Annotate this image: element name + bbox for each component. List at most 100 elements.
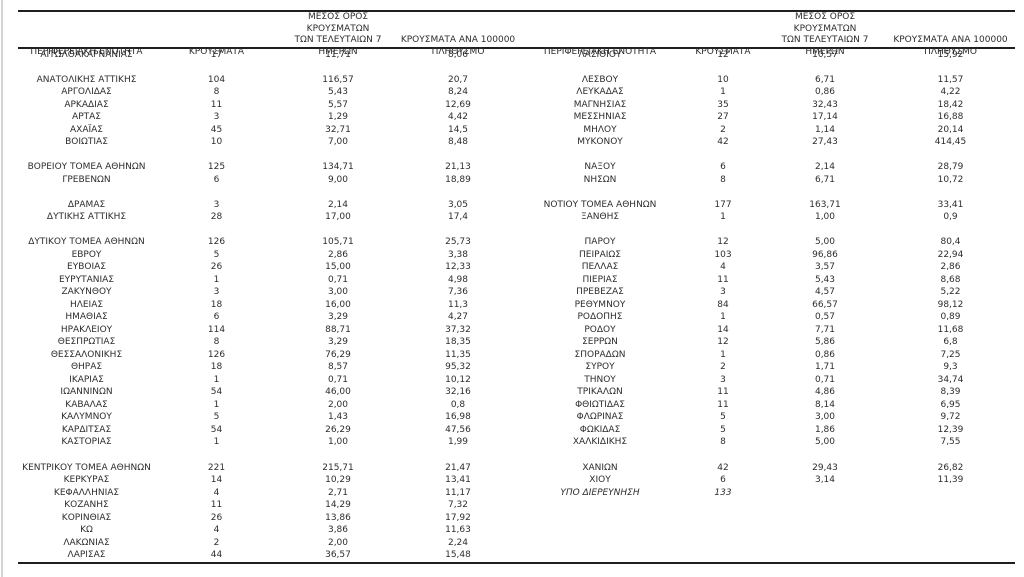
table-row: ΒΟΡΕΙΟΥ ΤΟΜΕΑ ΑΘΗΝΩΝ 125 134,71 21,13 ΝΑΞΟΥ 6… [18,161,1015,174]
table-row: ΛΑΡΙΣΑΣ 44 36,57 15,48 [18,549,1015,562]
cell-region-2: ΝΑΞΟΥ [584,162,616,173]
cell-per100k-2: 6,95 [940,399,961,410]
cell-avg7-2: 5,00 [814,437,836,448]
cell-cases-2: 1 [720,212,726,223]
cell-per100k: 11,63 [445,525,471,536]
cell-region-2: ΦΩΚΙΔΑΣ [579,424,621,435]
cell-region-2: ΧΑΝΙΩΝ [582,462,618,473]
cell-avg7-2: 8,14 [814,399,836,410]
cell-per100k-2: 414,45 [934,137,967,148]
cell-avg7: 5,57 [327,99,349,110]
table-row [18,449,1015,462]
cell-per100k-2: 5,22 [940,287,961,298]
table-row: ΚΩ 4 3,86 11,63 [18,524,1015,537]
cell-region: ΒΟΡΕΙΟΥ ΤΟΜΕΑ ΑΘΗΝΩΝ [27,162,146,173]
header-cases: ΚΡΟΥΣΜΑΤΑ [188,46,245,57]
table-row: ΛΑΚΩΝΙΑΣ 2 2,00 2,24 [18,537,1015,550]
header-underline [18,47,1015,49]
cell-per100k: 18,35 [445,337,471,348]
cell-per100k: 8,24 [447,87,469,98]
cell-per100k: 11,35 [445,349,471,360]
table-row: ΚΑΣΤΟΡΙΑΣ 1 1,00 1,99 ΧΑΛΚΙΔΙΚΗΣ 8 5,00 7,55 [18,436,1015,449]
table-row: ΔΥΤΙΚΟΥ ΤΟΜΕΑ ΑΘΗΝΩΝ 126 105,71 25,73 ΠΑΡΟΥ 1… [18,236,1015,249]
cell-cases: 11 [210,500,223,511]
cell-region-2: ΛΕΣΒΟΥ [581,74,619,85]
cell-per100k: 25,73 [445,237,471,248]
cell-region-2: ΝΗΣΩΝ [583,174,617,185]
cell-avg7: 8,57 [327,362,349,373]
cell-per100k: 21,13 [445,162,471,173]
cell-cases-2: 5 [720,412,726,423]
cell-avg7: 26,29 [325,424,351,435]
cell-region: ΘΕΣΠΡΩΤΙΑΣ [57,337,116,348]
page-left-edge [1,0,3,577]
cell-avg7: 116,57 [322,74,354,85]
cell-per100k: 21,47 [445,462,471,473]
cell-per100k: 16,98 [445,412,471,423]
cell-region-2: ΥΠΟ ΔΙΕΡΕΥΝΗΣΗ [560,487,640,498]
table-row: ΚΕΦΑΛΛΗΝΙΑΣ 4 2,71 11,17 ΥΠΟ ΔΙΕΡΕΥΝΗΣΗ 133 [18,487,1015,500]
table-top-rule [18,10,1015,12]
cell-avg7: 3,29 [327,312,349,323]
cell-avg7-2: 0,57 [814,312,836,323]
cell-per100k: 37,32 [445,324,471,335]
cell-region: ΕΒΡΟΥ [71,249,102,260]
cell-region-2: ΝΟΤΙΟΥ ΤΟΜΕΑ ΑΘΗΝΩΝ [543,199,657,210]
cell-per100k-2: 9,72 [940,412,961,423]
cell-region-2: ΤΗΝΟΥ [584,374,616,385]
cell-region-2: ΡΟΔΟΥ [584,324,616,335]
cases-table: ΠΕΡΙΦΕΡΕΙΑΚΗ ΕΝΟΤΗΤΑ ΚΡΟΥΣΜΑΤΑ ΜΕΣΟΣ ΟΡΟ… [18,10,1015,564]
cell-per100k-2: 80,4 [940,237,961,248]
cell-avg7-2: 1,00 [814,212,836,223]
cell-avg7: 134,71 [322,162,354,173]
cell-avg7-2: 1,86 [814,424,836,435]
header-per100k-2: ΚΡΟΥΣΜΑΤΑ ΑΝΑ 100000 ΠΛΗΘΥΣΜΟ [893,35,1008,57]
cell-avg7: 0,71 [327,374,349,385]
cell-region-2: ΣΥΡΟΥ [585,362,615,373]
cell-per100k-2: 33,41 [937,199,964,210]
cell-region-2: ΜΕΣΣΗΝΙΑΣ [573,112,627,123]
cell-region-2: ΦΛΩΡΙΝΑΣ [576,412,624,423]
header-cases-2: ΚΡΟΥΣΜΑΤΑ [695,46,751,57]
cell-cases-2: 1 [720,349,726,360]
cell-cases-2: 8 [720,174,726,185]
cell-region: ΚΩ [80,525,93,536]
cell-region-2: ΞΑΝΘΗΣ [580,212,620,223]
cell-cases: 54 [210,387,223,398]
table-row [18,149,1015,162]
cell-cases: 3 [213,287,220,298]
cell-avg7: 32,71 [325,124,351,135]
cell-region-2: ΡΕΘΥΜΝΟΥ [574,299,626,310]
cell-avg7: 1,43 [327,412,349,423]
cell-avg7-2: 5,00 [814,237,836,248]
table-row: ΒΟΙΩΤΙΑΣ 10 7,00 8,48 ΜΥΚΟΝΟΥ 42 27,43 414,45 [18,136,1015,149]
table-row: ΕΒΡΟΥ 5 2,86 3,38 ΠΕΙΡΑΙΩΣ 103 96,86 22,94 [18,249,1015,262]
cell-cases: 4 [213,487,220,498]
cell-avg7-2: 6,71 [814,174,836,185]
header-avg7-2: ΜΕΣΟΣ ΟΡΟΣ ΚΡΟΥΣΜΑΤΩΝ ΤΩΝ ΤΕΛΕΥΤΑΙΩΝ 7 Η… [781,12,869,57]
cell-per100k-2: 6,8 [943,337,958,348]
cell-per100k: 4,42 [447,112,469,123]
cell-cases: 11 [210,99,223,110]
cell-cases: 4 [213,525,220,536]
cell-per100k: 1,99 [447,437,469,448]
cell-cases: 10 [210,137,223,148]
cell-region-2: ΠΙΕΡΙΑΣ [582,274,618,285]
cell-region: ΕΥΡΥΤΑΝΙΑΣ [59,274,114,285]
cell-cases: 126 [207,237,226,248]
cell-cases: 44 [210,550,223,561]
cell-cases: 14 [210,475,223,486]
cell-region-2: ΠΕΙΡΑΙΩΣ [579,249,621,260]
cell-avg7: 88,71 [325,324,351,335]
cell-per100k: 17,92 [445,512,471,523]
cell-cases-2: 27 [717,112,729,123]
cell-avg7: 76,29 [325,349,351,360]
cell-avg7-2: 4,86 [814,387,836,398]
cell-region-2: ΡΟΔΟΠΗΣ [577,312,623,323]
cell-cases-2: 11 [717,399,729,410]
table-row: ΖΑΚΥΝΘΟΥ 3 3,00 7,36 ΠΡΕΒΕΖΑΣ 3 4,57 5,22 [18,286,1015,299]
header-region-2: ΠΕΡΙΦΕΡΕΙΑΚΗ ΕΝΟΤΗΤΑ [543,46,657,57]
table-row: ΑΧΑΪΑΣ 45 32,71 14,5 ΜΗΛΟΥ 2 1,14 20,14 [18,124,1015,137]
cell-avg7-2: 0,86 [814,87,836,98]
cell-per100k: 95,32 [445,362,471,373]
